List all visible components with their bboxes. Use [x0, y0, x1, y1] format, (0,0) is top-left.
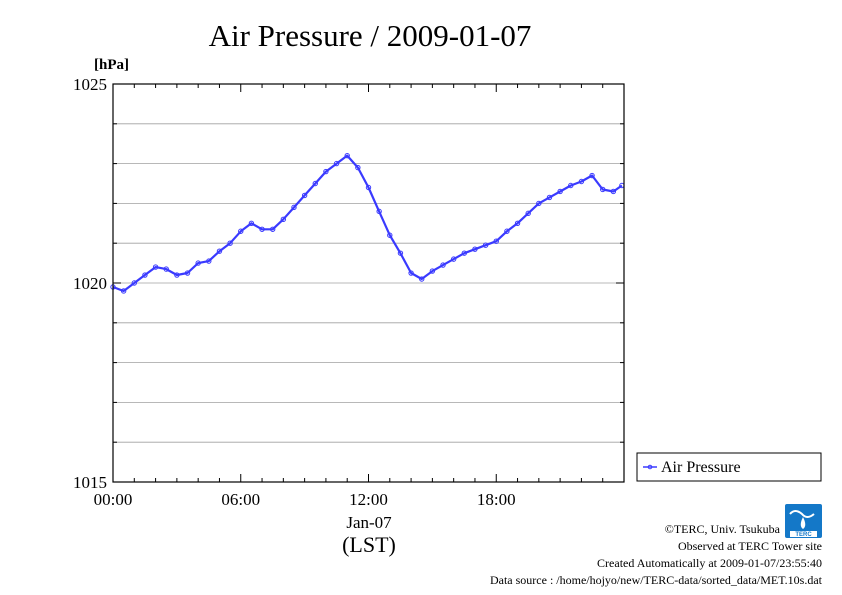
x-tick-marks — [112, 84, 625, 482]
data-point — [248, 220, 255, 227]
data-point — [429, 268, 436, 274]
data-point — [227, 240, 233, 246]
y-axis-unit-label: [hPa] — [94, 57, 129, 73]
data-point — [408, 270, 414, 276]
data-point — [163, 266, 169, 272]
y-tick-labels: 1015 1020 1025 — [73, 75, 107, 492]
data-point — [291, 204, 297, 211]
data-point — [536, 200, 542, 207]
data-point — [419, 276, 425, 282]
legend-marker-swatch — [647, 464, 653, 470]
x-timezone-label: (LST) — [342, 532, 396, 557]
data-point — [131, 280, 137, 286]
x-tick-labels: 00:00 06:00 12:00 18:00 — [94, 490, 516, 509]
data-point — [600, 186, 606, 193]
legend: Air Pressure — [636, 452, 822, 482]
data-point — [514, 220, 521, 227]
footer-created: Created Automatically at 2009-01-07/23:5… — [597, 556, 822, 570]
data-point — [312, 180, 318, 187]
data-point — [589, 172, 595, 179]
data-point — [344, 152, 350, 159]
data-point — [216, 248, 223, 254]
data-point — [610, 188, 617, 195]
data-point — [195, 260, 201, 266]
data-point — [472, 246, 478, 252]
data-point — [120, 288, 127, 294]
footer-observed: Observed at TERC Tower site — [678, 539, 822, 553]
y-tick-label: 1025 — [73, 75, 107, 94]
data-point — [376, 208, 382, 215]
data-point — [323, 168, 329, 175]
data-point — [387, 232, 393, 238]
x-tick-label: 18:00 — [477, 490, 516, 509]
gridlines — [113, 123, 624, 443]
data-point — [152, 264, 159, 270]
data-point — [397, 250, 404, 256]
y-tick-marks — [113, 83, 624, 483]
data-point — [578, 178, 585, 185]
data-point — [184, 270, 191, 276]
data-point — [206, 258, 212, 264]
data-point — [355, 164, 361, 171]
y-tick-label: 1020 — [73, 274, 107, 293]
y-tick-label: 1015 — [73, 473, 107, 492]
data-point — [493, 238, 499, 244]
data-point — [280, 216, 287, 223]
data-point — [365, 184, 372, 191]
legend-label: Air Pressure — [661, 459, 741, 476]
data-point — [557, 188, 563, 195]
data-point — [525, 210, 531, 217]
data-point — [174, 272, 180, 278]
data-point — [142, 272, 148, 278]
terc-logo-icon: TERC — [785, 504, 822, 538]
data-point — [504, 228, 510, 234]
data-point — [259, 226, 265, 232]
data-point — [269, 226, 276, 232]
x-tick-label: 00:00 — [94, 490, 133, 509]
data-point — [461, 250, 468, 256]
data-point — [440, 262, 446, 268]
x-date-label: Jan-07 — [346, 513, 392, 532]
data-point — [546, 194, 553, 201]
footer-copyright: ©TERC, Univ. Tsukuba — [665, 522, 781, 536]
footer-source: Data source : /home/hojyo/new/TERC-data/… — [490, 573, 823, 587]
x-tick-label: 06:00 — [221, 490, 260, 509]
x-tick-label: 12:00 — [349, 490, 388, 509]
chart-title: Air Pressure / 2009-01-07 — [209, 18, 532, 53]
logo-text: TERC — [795, 532, 812, 538]
series-layer — [110, 152, 625, 294]
data-point — [333, 160, 340, 167]
series-line — [112, 154, 623, 293]
data-point — [482, 242, 489, 248]
data-point — [568, 182, 574, 189]
data-point — [238, 228, 244, 234]
legend-box — [636, 452, 822, 482]
data-point — [301, 192, 308, 199]
data-point — [450, 256, 457, 262]
